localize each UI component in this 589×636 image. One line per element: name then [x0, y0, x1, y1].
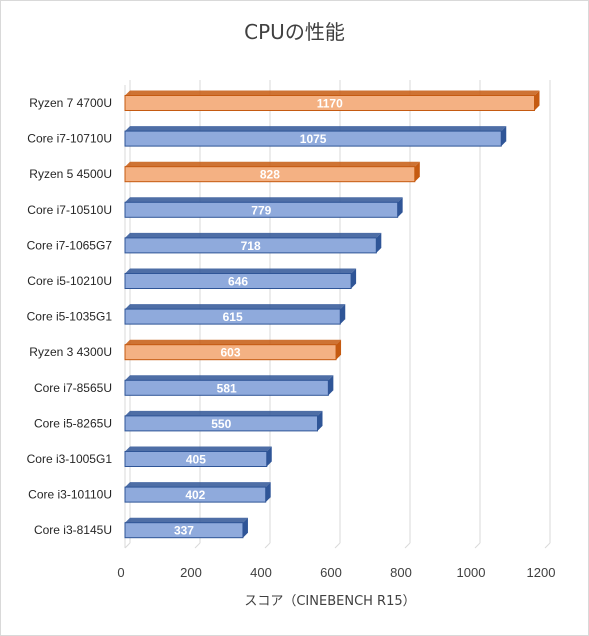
data-label: 581 — [217, 381, 237, 395]
x-tick-label: 1000 — [457, 565, 486, 580]
bar-side-face — [317, 410, 323, 431]
category-label: Core i3-8145U — [34, 523, 112, 537]
category-label: Core i3-1005G1 — [27, 452, 113, 466]
data-label: 405 — [186, 453, 206, 467]
bar-side-face — [266, 446, 272, 467]
bar-side-face — [265, 482, 271, 503]
x-tick-label: 600 — [320, 565, 342, 580]
data-label: 550 — [211, 417, 231, 431]
bar-top-face — [125, 90, 540, 96]
chart-title: CPUの性能 — [244, 20, 345, 44]
category-label: Core i7-8565U — [34, 381, 112, 395]
bar-top-face — [125, 517, 248, 523]
gridline-depth — [194, 542, 201, 549]
bar-top-face — [125, 446, 272, 452]
bar-side-face — [501, 126, 507, 147]
category-label: Ryzen 3 4300U — [29, 345, 112, 359]
bar-top-face — [125, 304, 346, 310]
gridline-depth — [124, 542, 131, 549]
category-label: Core i7-10710U — [27, 132, 112, 146]
bar-top-face — [125, 375, 334, 381]
gridline-depth — [264, 542, 271, 549]
bar-side-face — [340, 304, 346, 325]
x-tick-label: 400 — [250, 565, 272, 580]
bar — [124, 522, 244, 539]
bar-top-face — [125, 126, 507, 132]
bar-top-face — [125, 161, 420, 167]
category-label: Ryzen 5 4500U — [29, 167, 112, 181]
gridline-depth — [544, 542, 551, 549]
x-axis-label: スコア（CINEBENCH R15） — [244, 594, 416, 609]
bar — [124, 415, 318, 432]
bar-top-face — [125, 339, 342, 345]
data-label: 402 — [185, 488, 205, 502]
category-label: Core i5-8265U — [34, 416, 112, 430]
category-label: Core i7-1065G7 — [27, 238, 113, 252]
gridline-depth — [404, 542, 411, 549]
gridline-depth — [474, 542, 481, 549]
data-label: 646 — [228, 275, 248, 289]
bar — [124, 273, 352, 289]
bar — [124, 201, 399, 218]
bar-side-face — [534, 90, 540, 111]
data-label: 718 — [241, 239, 261, 253]
data-label: 337 — [174, 524, 194, 538]
bar-side-face — [397, 197, 403, 218]
bar — [124, 379, 329, 396]
bar — [124, 95, 535, 111]
bar — [124, 451, 268, 467]
category-label: Core i5-1035G1 — [27, 310, 113, 324]
bar-side-face — [376, 232, 382, 253]
x-tick-label: 1200 — [527, 565, 556, 580]
bar-side-face — [242, 517, 248, 538]
bar — [124, 130, 502, 147]
bar-side-face — [336, 339, 342, 360]
bar — [124, 486, 267, 503]
category-label: Core i3-10110U — [28, 488, 112, 502]
data-label: 603 — [221, 346, 241, 360]
gridline-depth — [334, 542, 341, 549]
data-label: 1170 — [317, 97, 343, 111]
bar-side-face — [414, 161, 420, 182]
bar-top-face — [125, 482, 271, 488]
bar-side-face — [351, 268, 357, 289]
data-label: 779 — [251, 203, 271, 217]
bar-top-face — [125, 197, 403, 203]
category-label: Core i7-10510U — [27, 203, 112, 217]
bar-top-face — [125, 268, 357, 274]
x-tick-label: 800 — [390, 565, 412, 580]
category-label: Core i5-10210U — [27, 274, 112, 288]
bar-top-face — [125, 410, 323, 416]
category-label: Ryzen 7 4700U — [29, 96, 112, 110]
data-label: 615 — [223, 310, 243, 324]
bar — [124, 237, 377, 254]
bar-side-face — [328, 375, 334, 396]
data-label: 1075 — [300, 132, 327, 146]
bar — [124, 166, 416, 183]
bar-top-face — [125, 232, 382, 238]
x-tick-label: 200 — [180, 565, 202, 580]
x-tick-label: 0 — [117, 565, 124, 580]
data-label: 828 — [260, 168, 280, 182]
bar — [124, 308, 341, 325]
bar — [124, 344, 337, 361]
